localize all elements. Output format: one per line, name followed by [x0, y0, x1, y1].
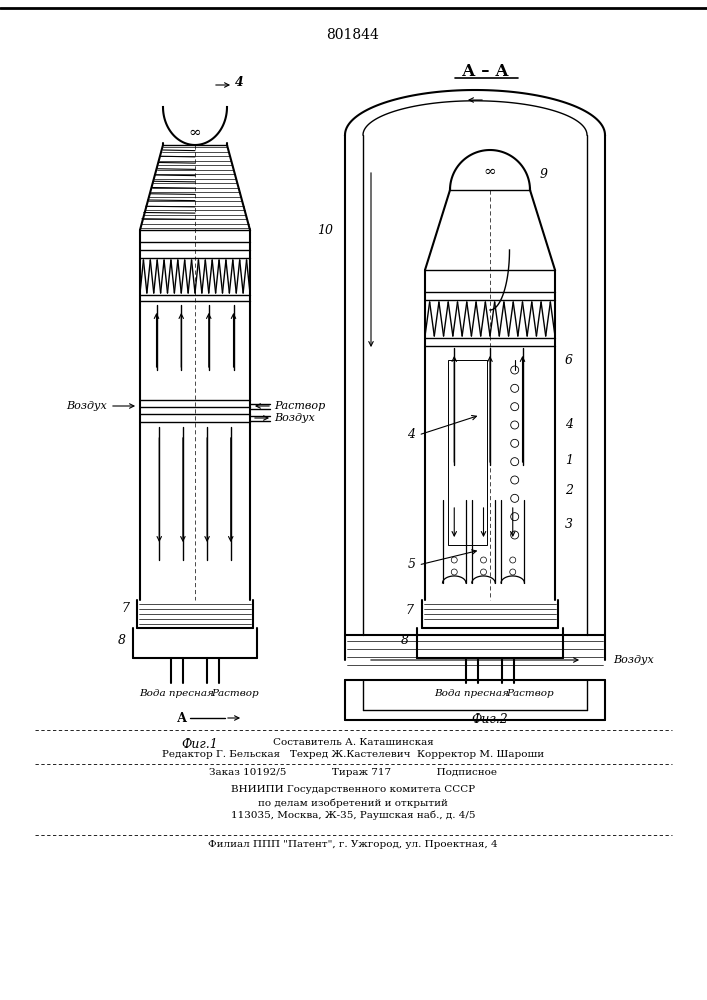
Text: 1: 1	[565, 454, 573, 466]
Text: 4: 4	[407, 428, 415, 442]
Text: 3: 3	[565, 518, 573, 532]
Text: ∞: ∞	[189, 126, 201, 140]
Text: 7: 7	[121, 601, 129, 614]
Text: А – А: А – А	[462, 64, 508, 81]
Text: Заказ 10192/5              Тираж 717              Подписное: Заказ 10192/5 Тираж 717 Подписное	[209, 768, 497, 777]
Text: Филиал ППП "Патент", г. Ужгород, ул. Проектная, 4: Филиал ППП "Патент", г. Ужгород, ул. Про…	[208, 840, 498, 849]
Text: 4: 4	[235, 76, 244, 89]
Text: Вода пресная: Вода пресная	[435, 689, 510, 698]
Text: Составитель А. Каташинская: Составитель А. Каташинская	[273, 738, 433, 747]
Text: Воздух: Воздух	[274, 413, 315, 423]
Text: Редактор Г. Бельская   Техред Ж.Кастелевич  Корректор М. Шароши: Редактор Г. Бельская Техред Ж.Кастелевич…	[162, 750, 544, 759]
Text: 9: 9	[540, 168, 548, 182]
Text: Раствор: Раствор	[274, 401, 325, 411]
Text: 8: 8	[117, 634, 125, 647]
Text: 10: 10	[317, 224, 333, 236]
Text: 113035, Москва, Ж-35, Раушская наб., д. 4/5: 113035, Москва, Ж-35, Раушская наб., д. …	[230, 811, 475, 820]
Text: Вода пресная: Вода пресная	[139, 689, 214, 698]
Text: 6: 6	[565, 354, 573, 366]
Text: Фиг.1: Фиг.1	[182, 738, 218, 751]
Bar	[448, 360, 486, 545]
Text: 5: 5	[407, 558, 415, 572]
Text: 801844: 801844	[327, 28, 380, 42]
Text: ∞: ∞	[484, 165, 496, 179]
Text: 8: 8	[401, 634, 409, 647]
Text: А: А	[177, 712, 187, 724]
Text: Раствор: Раствор	[506, 689, 554, 698]
Text: Воздух: Воздух	[613, 655, 654, 665]
Text: Воздух: Воздух	[66, 401, 107, 411]
Text: 2: 2	[565, 484, 573, 496]
Text: Фиг.2: Фиг.2	[472, 713, 508, 726]
Text: ВНИИПИ Государственного комитета СССР: ВНИИПИ Государственного комитета СССР	[231, 785, 475, 794]
Text: Раствор: Раствор	[211, 689, 259, 698]
Text: по делам изобретений и открытий: по делам изобретений и открытий	[258, 798, 448, 808]
Text: 7: 7	[406, 603, 414, 616]
Text: 4: 4	[565, 418, 573, 432]
